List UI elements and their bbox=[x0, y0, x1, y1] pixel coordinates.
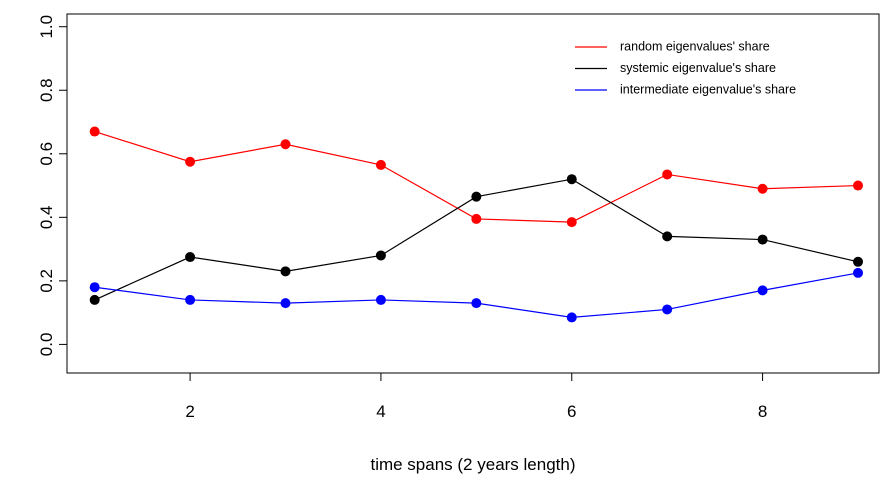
point bbox=[185, 156, 196, 167]
point bbox=[853, 256, 864, 267]
point bbox=[566, 217, 577, 228]
point bbox=[566, 312, 577, 323]
series-line bbox=[94, 272, 859, 319]
point bbox=[757, 234, 768, 245]
x-tick-label: 8 bbox=[758, 402, 767, 421]
series-line bbox=[94, 130, 859, 223]
legend-label: intermediate eigenvalue's share bbox=[620, 82, 796, 96]
point bbox=[89, 294, 100, 305]
point bbox=[89, 282, 100, 293]
legend-label: systemic eigenvalue's share bbox=[620, 61, 776, 75]
point bbox=[375, 159, 386, 170]
point bbox=[853, 180, 864, 191]
point bbox=[757, 183, 768, 194]
y-tick-label: 0.4 bbox=[37, 206, 56, 230]
point bbox=[280, 266, 291, 277]
point bbox=[185, 294, 196, 305]
point bbox=[185, 252, 196, 263]
x-tick-label: 6 bbox=[567, 402, 576, 421]
legend-label: random eigenvalues' share bbox=[620, 39, 770, 53]
point bbox=[471, 191, 482, 202]
point bbox=[662, 169, 673, 180]
x-tick-label: 2 bbox=[185, 402, 194, 421]
point bbox=[662, 304, 673, 315]
point bbox=[89, 126, 100, 137]
point bbox=[566, 174, 577, 185]
point bbox=[853, 267, 864, 278]
point bbox=[375, 294, 386, 305]
x-tick-label: 4 bbox=[376, 402, 385, 421]
point bbox=[280, 298, 291, 309]
point bbox=[471, 213, 482, 224]
y-tick-label: 1.0 bbox=[37, 15, 56, 39]
x-axis-title: time spans (2 years length) bbox=[370, 455, 575, 474]
point bbox=[375, 250, 386, 261]
point bbox=[662, 231, 673, 242]
plot-frame bbox=[66, 13, 880, 374]
point bbox=[280, 139, 291, 150]
y-tick-label: 0.6 bbox=[37, 142, 56, 166]
y-tick-label: 0.8 bbox=[37, 78, 56, 102]
point bbox=[757, 285, 768, 296]
point bbox=[471, 298, 482, 309]
y-tick-label: 0.0 bbox=[37, 333, 56, 357]
y-tick-label: 0.2 bbox=[37, 269, 56, 293]
